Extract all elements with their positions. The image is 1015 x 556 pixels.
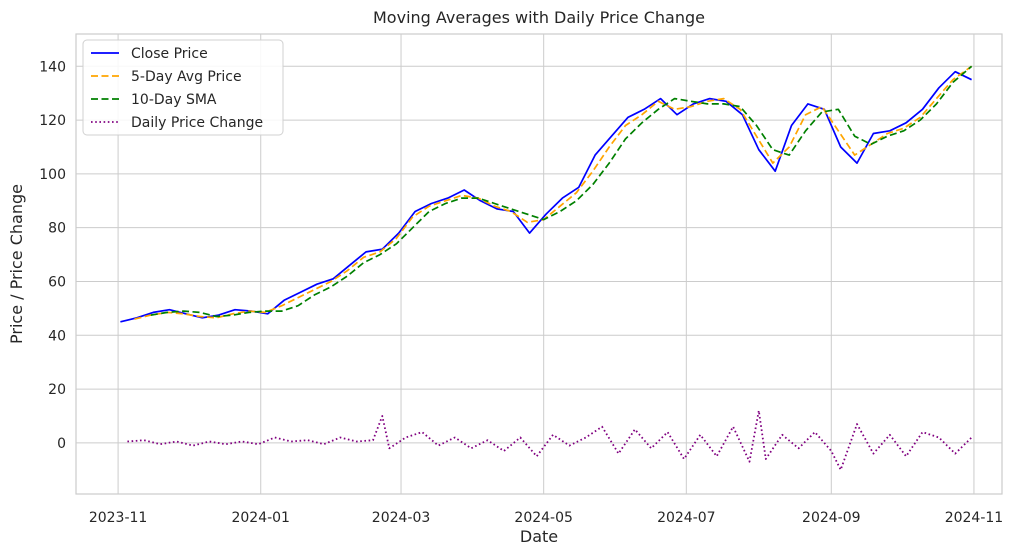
legend-label: Daily Price Change bbox=[131, 115, 263, 131]
legend: Close Price 5-Day Avg Price 10-Day SMA Dail… bbox=[82, 39, 284, 136]
legend-label: 5-Day Avg Price bbox=[131, 69, 242, 85]
x-tick-label: 2024-07 bbox=[657, 510, 716, 526]
y-axis-title: Price / Price Change bbox=[7, 184, 26, 344]
y-tick-label: 120 bbox=[39, 113, 66, 129]
y-tick-label: 20 bbox=[48, 382, 66, 398]
y-tick-label: 140 bbox=[39, 59, 66, 75]
x-tick-label: 2024-05 bbox=[514, 510, 573, 526]
x-tick-label: 2023-11 bbox=[89, 510, 148, 526]
y-tick-label: 40 bbox=[48, 328, 66, 344]
series-layer bbox=[120, 65, 973, 471]
chart-title: Moving Averages with Daily Price Change bbox=[373, 8, 705, 27]
plot-frame bbox=[75, 33, 1003, 495]
x-tick-label: 2024-11 bbox=[945, 510, 1004, 526]
axes-frame bbox=[75, 33, 1003, 495]
y-tick-label: 0 bbox=[57, 436, 66, 452]
legend-label: Close Price bbox=[131, 46, 208, 62]
x-tick-label: 2024-03 bbox=[372, 510, 431, 526]
x-tick-label: 2024-01 bbox=[231, 510, 290, 526]
y-tick-label: 80 bbox=[48, 221, 66, 237]
x-tick-label: 2024-09 bbox=[802, 510, 861, 526]
legend-label: 10-Day SMA bbox=[131, 92, 217, 108]
series-line-2 bbox=[150, 65, 973, 318]
y-tick-label: 60 bbox=[48, 274, 66, 290]
series-line-1 bbox=[134, 65, 973, 320]
legend-box bbox=[82, 39, 284, 136]
x-axis-ticks: 2023-11 2024-01 2024-03 2024-05 2024-07 2024-… bbox=[89, 510, 1003, 526]
y-tick-label: 100 bbox=[39, 167, 66, 183]
x-axis-title: Date bbox=[520, 527, 558, 546]
y-axis-ticks: 0 20 40 60 80 100 120 140 bbox=[39, 59, 66, 452]
